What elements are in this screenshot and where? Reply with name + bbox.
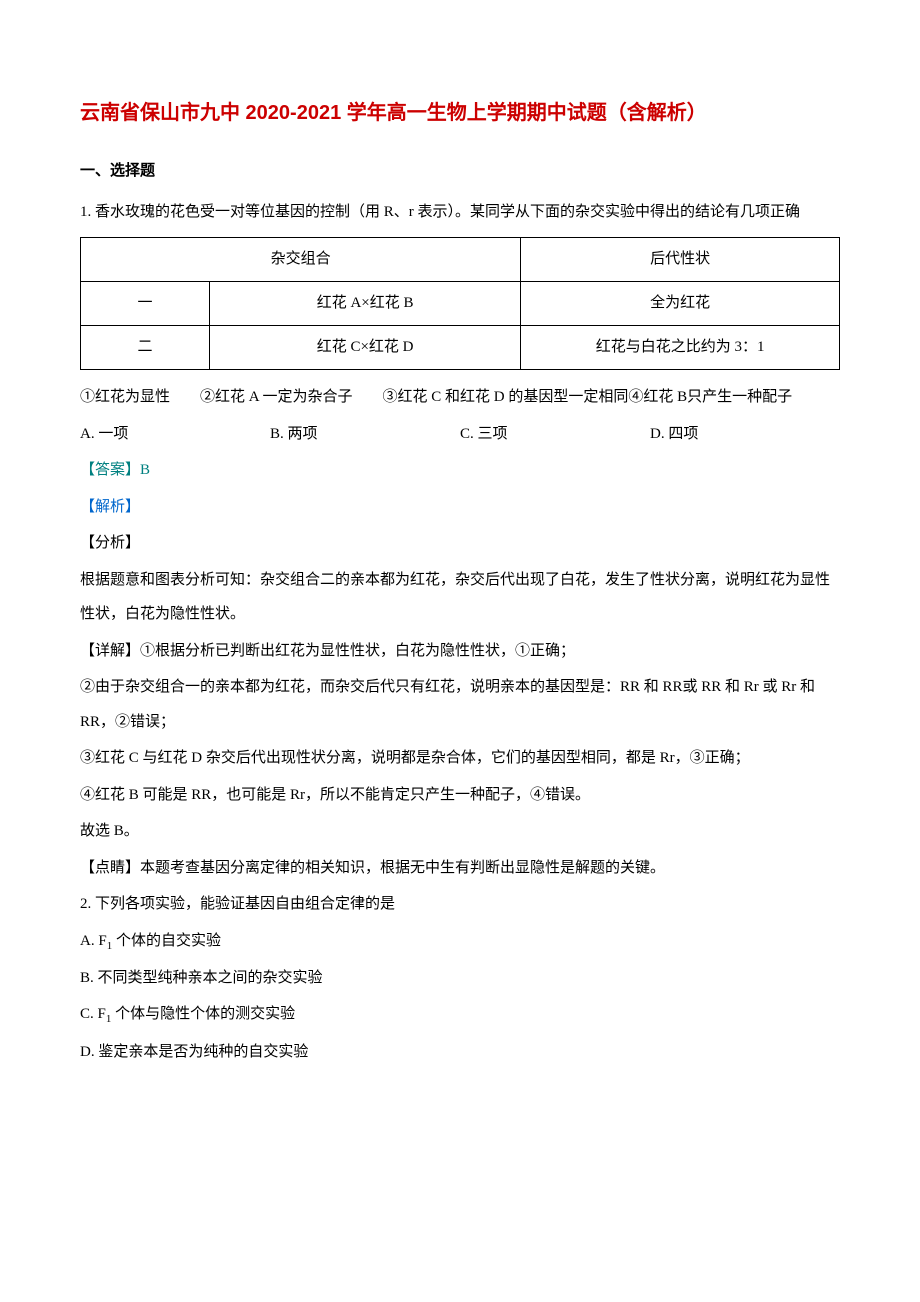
xiangjie-label: 【详解】 [80,643,140,659]
table-cell: 红花 C×红花 D [210,326,521,370]
table-cell: 一 [81,282,210,326]
table-cell: 红花 A×红花 B [210,282,521,326]
table-row: 二 红花 C×红花 D 红花与白花之比约为 3：1 [81,326,840,370]
table-row: 一 红花 A×红花 B 全为红花 [81,282,840,326]
q2-option-c: C. F1 个体与隐性个体的测交实验 [80,997,840,1032]
option-b: B. 两项 [270,417,460,452]
table-header-cell: 杂交组合 [81,238,521,282]
q1-stem: 1. 香水玫瑰的花色受一对等位基因的控制（用 R、r 表示）。某同学从下面的杂交… [80,195,840,230]
option-a-post: 个体的自交实验 [112,933,221,949]
q2-option-b: B. 不同类型纯种亲本之间的杂交实验 [80,961,840,996]
xiangjie-p1: ①根据分析已判断出红花为显性性状，白花为隐性性状，①正确； [140,643,575,659]
q1-xiangjie-p3: ③红花 C 与红花 D 杂交后代出现性状分离，说明都是杂合体，它们的基因型相同，… [80,741,840,776]
q1-xiangjie-p2: ②由于杂交组合一的亲本都为红花，而杂交后代只有红花，说明亲本的基因型是：RR 和… [80,670,840,739]
q1-options: A. 一项 B. 两项 C. 三项 D. 四项 [80,417,840,452]
q1-analysis-label: 【解析】 [80,490,840,525]
q1-fenxi-text: 根据题意和图表分析可知：杂交组合二的亲本都为红花，杂交后代出现了白花，发生了性状… [80,563,840,632]
q2-option-a: A. F1 个体的自交实验 [80,924,840,959]
table-cell: 二 [81,326,210,370]
q1-answer: 【答案】B [80,453,840,488]
table-header-cell: 后代性状 [521,238,840,282]
q1-conclusion: 故选 B。 [80,814,840,849]
analysis-label: 【解析】 [80,499,140,515]
q2-option-d: D. 鉴定亲本是否为纯种的自交实验 [80,1035,840,1070]
q1-statements: ①红花为显性 ②红花 A 一定为杂合子 ③红花 C 和红花 D 的基因型一定相同… [80,380,840,415]
table-row: 杂交组合 后代性状 [81,238,840,282]
option-a-pre: A. F [80,933,107,949]
page-title: 云南省保山市九中 2020-2021 学年高一生物上学期期中试题（含解析） [80,90,840,136]
answer-value: B [140,462,150,478]
q2-stem: 2. 下列各项实验，能验证基因自由组合定律的是 [80,887,840,922]
dianqing-label: 【点睛】 [80,860,140,876]
q1-table: 杂交组合 后代性状 一 红花 A×红花 B 全为红花 二 红花 C×红花 D 红… [80,237,840,370]
option-c-pre: C. F [80,1006,106,1022]
answer-label: 【答案】 [80,462,140,478]
dianqing-text: 本题考查基因分离定律的相关知识，根据无中生有判断出显隐性是解题的关键。 [140,860,665,876]
option-a: A. 一项 [80,417,270,452]
q1-dianqing: 【点睛】本题考查基因分离定律的相关知识，根据无中生有判断出显隐性是解题的关键。 [80,851,840,886]
table-cell: 红花与白花之比约为 3：1 [521,326,840,370]
q1-xiangjie: 【详解】①根据分析已判断出红花为显性性状，白花为隐性性状，①正确； [80,634,840,669]
q1-xiangjie-p4: ④红花 B 可能是 RR，也可能是 Rr，所以不能肯定只产生一种配子，④错误。 [80,778,840,813]
section-header: 一、选择题 [80,154,840,189]
table-cell: 全为红花 [521,282,840,326]
option-c: C. 三项 [460,417,650,452]
q1-fenxi-label: 【分析】 [80,526,840,561]
option-d: D. 四项 [650,417,840,452]
option-c-post: 个体与隐性个体的测交实验 [111,1006,295,1022]
